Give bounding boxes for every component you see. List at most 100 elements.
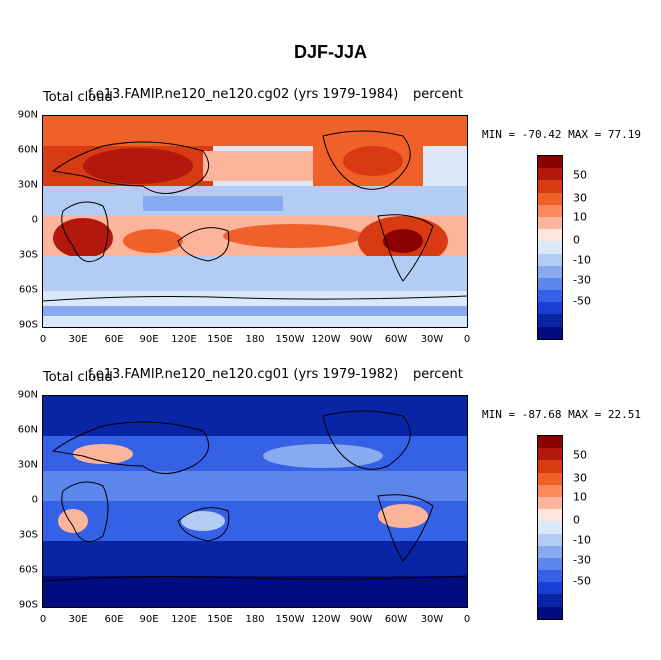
colorbar-swatch — [538, 557, 562, 571]
colorbar-label: -50 — [573, 574, 591, 588]
lon-tick: 0 — [463, 614, 471, 625]
lon-tick: 150E — [207, 334, 233, 345]
colorbar-swatch — [538, 545, 562, 558]
lon-tick: 150W — [275, 334, 305, 345]
lon-tick: 60W — [384, 334, 408, 345]
lon-tick: 180 — [245, 334, 265, 345]
colorbar-label: -10 — [573, 533, 591, 547]
colorbar-label: 10 — [573, 490, 587, 504]
lon-tick: 90W — [349, 334, 373, 345]
lon-tick: 60E — [104, 334, 124, 345]
lat-tick: 30N — [17, 459, 38, 471]
lat-tick: 60N — [17, 144, 38, 156]
panel1-right-label: percent — [413, 87, 463, 102]
lat-tick: 0 — [31, 494, 38, 506]
colorbar-label: 0 — [573, 233, 580, 247]
lon-tick: 180 — [245, 614, 265, 625]
lon-tick: 90W — [349, 614, 373, 625]
colorbar-swatch — [538, 253, 562, 266]
colorbar-swatch — [538, 606, 562, 619]
lon-tick: 0 — [39, 614, 47, 625]
colorbar-swatch — [538, 570, 562, 583]
panel1-left-label: Total cloud — [43, 90, 113, 105]
colorbar-swatch — [538, 241, 562, 254]
lat-tick: 30S — [18, 249, 38, 261]
panel2-left-label: Total cloud — [43, 370, 113, 385]
colorbar-swatch — [538, 302, 562, 315]
colorbar-swatch — [538, 277, 562, 291]
colorbar-swatch — [538, 436, 562, 449]
colorbar-swatch — [538, 533, 562, 546]
panel1-min-max: MIN = -70.42 MAX = 77.19 — [482, 128, 641, 141]
colorbar-swatch — [538, 582, 562, 595]
panel2-right-label: percent — [413, 367, 463, 382]
colorbar-swatch — [538, 509, 562, 522]
colorbar-swatch — [538, 192, 562, 205]
panel2-colorbar — [537, 435, 563, 620]
colorbar-swatch — [538, 229, 562, 242]
panel1-lat-axis: 90N 60N 30N 0 30S 60S 90S — [4, 110, 38, 331]
panel1-colorbar — [537, 155, 563, 340]
lon-tick: 30E — [68, 334, 88, 345]
lon-tick: 90E — [139, 614, 159, 625]
lon-tick: 120W — [311, 334, 341, 345]
colorbar-swatch — [538, 521, 562, 534]
lon-tick: 150E — [207, 614, 233, 625]
figure-title: DJF-JJA — [293, 42, 368, 62]
colorbar-label: 50 — [573, 448, 587, 462]
lat-tick: 30N — [17, 179, 38, 191]
colorbar-label: 10 — [573, 210, 587, 224]
panel2-map — [42, 395, 468, 608]
colorbar-label: 30 — [573, 471, 587, 485]
colorbar-swatch — [538, 496, 562, 510]
panel1-field-svg — [43, 116, 467, 327]
lon-tick: 120W — [311, 614, 341, 625]
colorbar-swatch — [538, 290, 562, 303]
lon-tick: 120E — [171, 614, 197, 625]
lat-tick: 60S — [18, 564, 38, 576]
colorbar-swatch — [538, 156, 562, 169]
colorbar-swatch — [538, 168, 562, 181]
colorbar-swatch — [538, 460, 562, 473]
colorbar-swatch — [538, 484, 562, 497]
lat-tick: 90N — [17, 389, 38, 401]
lat-tick: 0 — [31, 214, 38, 226]
lon-tick: 30W — [420, 614, 444, 625]
colorbar-label: -30 — [573, 273, 591, 287]
colorbar-swatch — [538, 314, 562, 327]
lat-tick: 30S — [18, 529, 38, 541]
lat-tick: 90S — [18, 319, 38, 331]
colorbar-swatch — [538, 265, 562, 278]
colorbar-label: -30 — [573, 553, 591, 567]
colorbar-label: 0 — [573, 513, 580, 527]
lon-tick: 0 — [39, 334, 47, 345]
colorbar-swatch — [538, 216, 562, 230]
colorbar-swatch — [538, 594, 562, 607]
lon-tick: 150W — [275, 614, 305, 625]
lon-tick: 0 — [463, 334, 471, 345]
lon-tick: 60E — [104, 614, 124, 625]
panel2-min-max: MIN = -87.68 MAX = 22.51 — [482, 408, 641, 421]
panel2-center-label: f.e13.FAMIP.ne120_ne120.cg01 (yrs 1979-1… — [88, 367, 399, 382]
panel1-center-label: f.e13.FAMIP.ne120_ne120.cg02 (yrs 1979-1… — [88, 87, 399, 102]
colorbar-label: 50 — [573, 168, 587, 182]
colorbar-swatch — [538, 204, 562, 217]
colorbar-swatch — [538, 448, 562, 461]
lat-tick: 90N — [17, 109, 38, 121]
panel2-lat-axis: 90N 60N 30N 0 30S 60S 90S — [4, 390, 38, 611]
lon-tick: 30W — [420, 334, 444, 345]
colorbar-label: 30 — [573, 191, 587, 205]
panel1-lon-axis: 0 30E 60E 90E 120E 150E 180 150W 120W 90… — [39, 334, 471, 348]
lat-tick: 60N — [17, 424, 38, 436]
panel2-field-svg — [43, 396, 467, 607]
lat-tick: 90S — [18, 599, 38, 611]
colorbar-label: -10 — [573, 253, 591, 267]
lon-tick: 30E — [68, 614, 88, 625]
lon-tick: 60W — [384, 614, 408, 625]
lon-tick: 90E — [139, 334, 159, 345]
colorbar-swatch — [538, 472, 562, 485]
lat-tick: 60S — [18, 284, 38, 296]
colorbar-swatch — [538, 326, 562, 339]
panel2-lon-axis: 0 30E 60E 90E 120E 150E 180 150W 120W 90… — [39, 614, 471, 628]
panel1-map — [42, 115, 468, 328]
